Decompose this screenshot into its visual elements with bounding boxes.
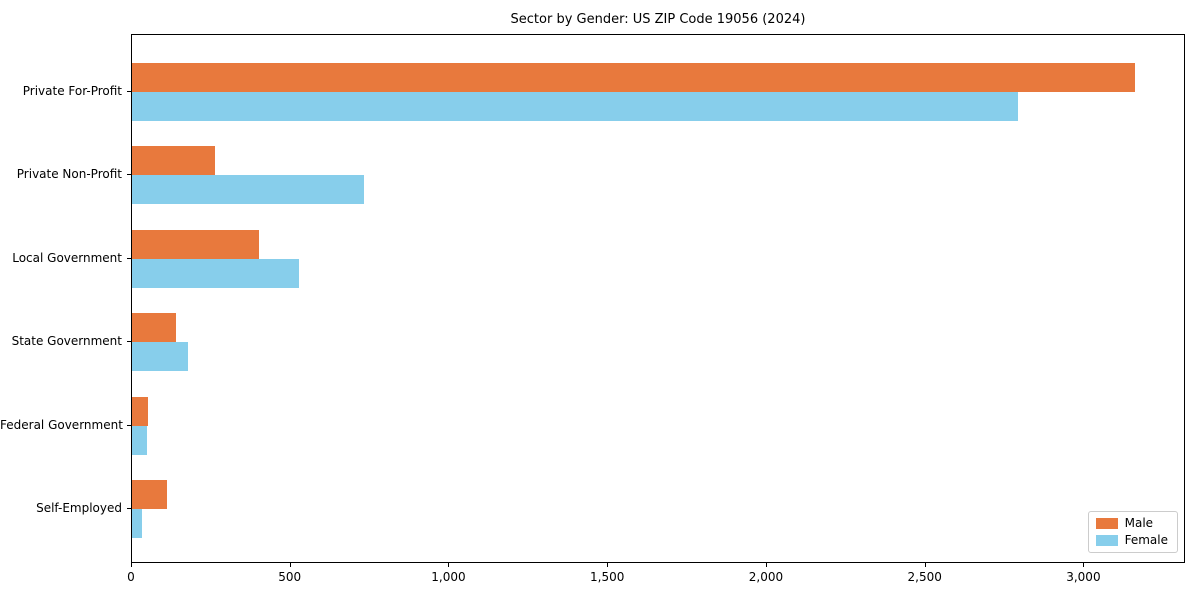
legend-item-female: Female [1095,533,1168,547]
y-tick-mark [127,174,131,176]
x-tick-mark [765,563,767,567]
legend: Male Female [1087,511,1178,553]
legend-label-male: Male [1124,516,1154,530]
bar-female-2 [132,258,299,288]
male-series-swatch-icon [1095,518,1118,529]
female-series-swatch-icon [1095,535,1118,546]
y-tick-label: Self-Employed [36,501,122,515]
y-tick-label: Private Non-Profit [16,167,122,182]
x-tick-label: 2,000 [748,570,784,584]
y-tick-label: Federal Government [0,417,123,432]
x-tick-label: 2,500 [907,570,942,584]
x-tick-mark [607,563,609,567]
y-tick-mark [127,257,131,259]
chart-title: Sector by Gender: US ZIP Code 19056 (202… [510,12,806,27]
y-tick-mark [127,424,131,426]
x-tick-label: 3,000 [1066,570,1101,584]
y-tick-mark [127,91,131,92]
x-tick-label: 1,000 [431,570,466,584]
x-tick-label: 1,500 [590,570,625,584]
x-tick-mark [924,563,926,567]
x-tick-label: 500 [278,570,302,584]
x-tick-mark [131,563,132,567]
legend-label-female: Female [1124,533,1168,547]
bar-female-0 [132,92,1018,121]
x-tick-mark [448,563,450,567]
y-tick-label: Private For-Profit [22,84,122,98]
bar-male-3 [132,313,176,343]
y-tick-mark [127,341,131,343]
bar-female-1 [132,175,364,205]
legend-item-male: Male [1095,516,1168,530]
plot-area: Male Female [131,34,1185,563]
bar-male-1 [132,146,215,176]
bar-male-2 [132,229,259,259]
x-tick-mark [289,563,291,567]
x-tick-mark [1083,563,1085,567]
y-tick-label: Local Government [12,250,122,265]
bar-female-4 [132,425,147,455]
bar-male-5 [132,480,167,509]
bar-male-4 [132,396,148,426]
bar-male-0 [132,63,1135,92]
x-tick-label: 0 [127,570,135,584]
bar-female-3 [132,342,188,372]
bar-female-5 [132,509,142,538]
y-tick-mark [127,508,131,509]
y-tick-label: State Government [11,334,122,349]
